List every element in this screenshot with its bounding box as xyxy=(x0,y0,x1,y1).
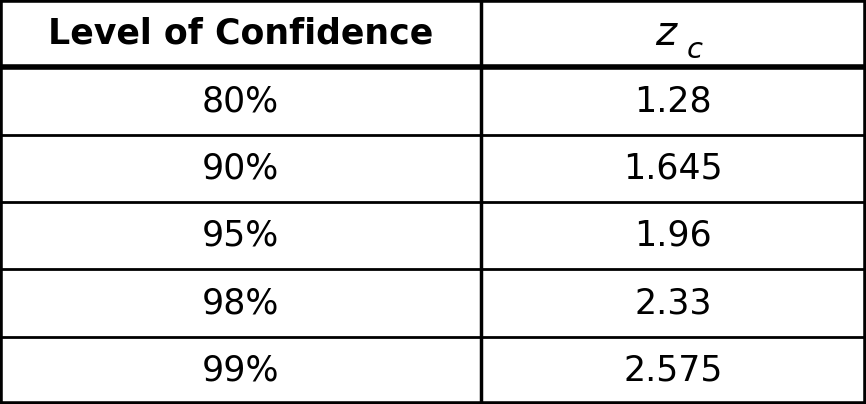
Text: 1.645: 1.645 xyxy=(624,152,723,185)
Text: $\mathbf{\mathit{z}}$: $\mathbf{\mathit{z}}$ xyxy=(655,14,679,54)
Text: $\mathbf{\mathit{c}}$: $\mathbf{\mathit{c}}$ xyxy=(686,36,704,64)
Text: 2.33: 2.33 xyxy=(635,286,712,320)
Text: 98%: 98% xyxy=(202,286,279,320)
Text: 90%: 90% xyxy=(202,152,279,185)
Text: Level of Confidence: Level of Confidence xyxy=(48,17,433,50)
Text: 95%: 95% xyxy=(202,219,279,252)
Text: 2.575: 2.575 xyxy=(624,354,723,387)
Text: 1.28: 1.28 xyxy=(635,84,712,118)
Text: 1.96: 1.96 xyxy=(635,219,712,252)
Text: 99%: 99% xyxy=(202,354,279,387)
Text: 80%: 80% xyxy=(202,84,279,118)
